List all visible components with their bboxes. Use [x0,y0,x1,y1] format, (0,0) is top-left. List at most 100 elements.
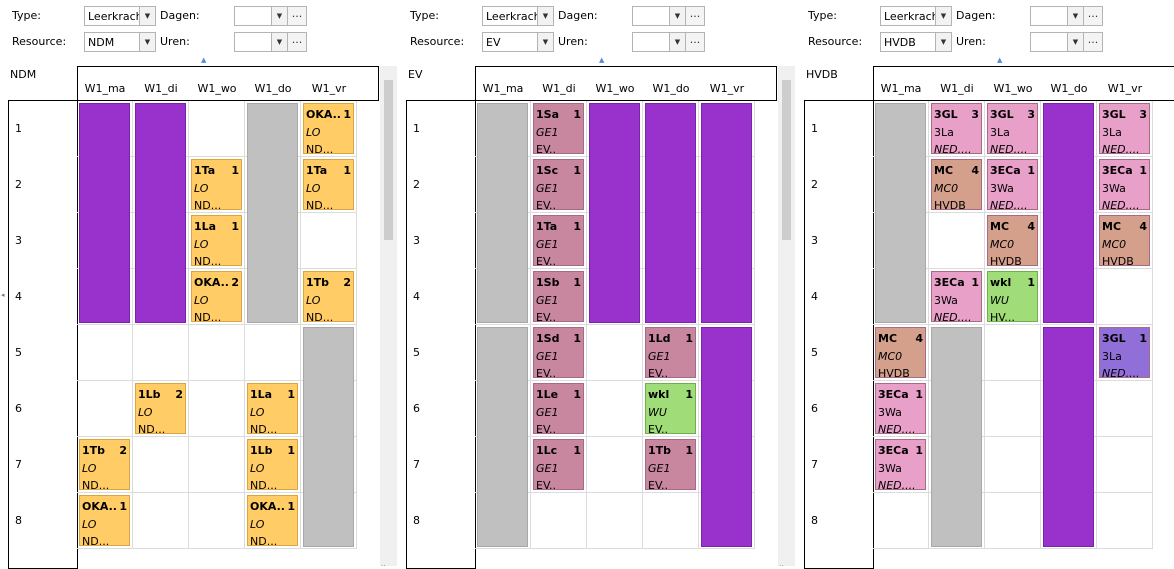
grid-cell[interactable] [1097,381,1153,437]
grid-cell[interactable] [643,325,699,381]
day-header[interactable]: W1_vr [709,82,745,95]
grid-cell[interactable] [873,493,929,549]
grid-cell[interactable] [1097,325,1153,381]
day-header[interactable]: W1_vr [1107,82,1143,95]
grid-cell[interactable] [985,381,1041,437]
lesson-card[interactable]: 1Ta 1 GE1 EV.. [533,215,584,266]
grid-cell[interactable] [1097,157,1153,213]
lesson-card[interactable]: OKA.. 1 LO ND... [247,495,298,546]
lesson-card[interactable]: 1Tb 1 GE1 EV.. [645,439,696,490]
grid-cell[interactable] [189,493,245,549]
grid-cell[interactable] [531,437,587,493]
lesson-card[interactable]: MC 4 MC0 HVDB [987,215,1038,266]
collapse-arrow-icon[interactable]: ◂ [1,291,5,299]
grid-cell[interactable] [245,493,301,549]
unavailable-block[interactable] [931,327,982,547]
chevron-down-icon[interactable]: ▼ [669,33,685,51]
day-header[interactable]: W1_vr [311,82,347,95]
grid-cell[interactable] [699,269,755,325]
grid-cell[interactable] [189,269,245,325]
grid-cell[interactable] [929,493,985,549]
lesson-card[interactable]: 3GL 3 3La NED.... [931,103,982,154]
grid-cell[interactable] [1097,213,1153,269]
day-header[interactable]: W1_di [940,82,974,95]
lesson-card[interactable]: 1Sa 1 GE1 EV.. [533,103,584,154]
uren-select[interactable]: ▼ [632,32,686,52]
grid-cell[interactable] [929,213,985,269]
chevron-down-icon[interactable]: ▼ [271,33,287,51]
lesson-card[interactable]: MC 4 MC0 HVDB [875,327,926,378]
grid-cell[interactable] [133,269,189,325]
lesson-card[interactable]: 1Tb 2 LO ND... [303,271,354,322]
lesson-card[interactable]: MC 4 MC0 HVDB [1099,215,1150,266]
grid-cell[interactable] [189,437,245,493]
day-header[interactable]: W1_wo [197,82,237,95]
grid-cell[interactable] [245,437,301,493]
blocked-block[interactable] [701,103,752,323]
lesson-card[interactable]: 3GL 3 3La NED.... [1099,103,1150,154]
lesson-card[interactable]: 3ECa 1 3Wa NED.... [1099,159,1150,210]
chevron-down-icon[interactable]: ▼ [935,7,951,25]
grid-cell[interactable] [587,381,643,437]
blocked-block[interactable] [135,103,186,323]
grid-cell[interactable] [1097,437,1153,493]
grid-cell[interactable] [189,213,245,269]
grid-cell[interactable] [587,493,643,549]
lesson-card[interactable]: 3ECa 1 3Wa NED.... [875,383,926,434]
grid-cell[interactable] [77,269,133,325]
grid-cell[interactable] [133,437,189,493]
day-header[interactable]: W1_wo [993,82,1033,95]
grid-cell[interactable] [929,269,985,325]
chevron-down-icon[interactable]: ▼ [139,33,155,51]
blocked-block[interactable] [79,103,130,323]
dagen-select[interactable]: ▼ [234,6,288,26]
grid-cell[interactable] [587,269,643,325]
unavailable-block[interactable] [303,327,354,547]
type-select[interactable]: Leerkrach ▼ [482,6,554,26]
uren-select[interactable]: ▼ [234,32,288,52]
grid-cell[interactable] [1041,493,1097,549]
lesson-card[interactable]: OKA.. 1 LO ND... [79,495,130,546]
grid-cell[interactable] [587,437,643,493]
lesson-card[interactable]: 1La 1 LO ND... [247,383,298,434]
grid-cell[interactable] [531,157,587,213]
blocked-block[interactable] [701,327,752,547]
blocked-block[interactable] [1043,327,1094,547]
grid-cell[interactable] [1041,269,1097,325]
chevron-down-icon[interactable]: ▼ [139,7,155,25]
lesson-card[interactable]: 1Lb 1 LO ND... [247,439,298,490]
unavailable-block[interactable] [875,103,926,323]
resource-select[interactable]: EV ▼ [482,32,554,52]
grid-cell[interactable] [245,269,301,325]
grid-cell[interactable] [643,269,699,325]
day-header[interactable]: W1_wo [595,82,635,95]
chevron-down-icon[interactable]: ▼ [271,7,287,25]
grid-cell[interactable] [929,157,985,213]
lesson-card[interactable]: MC 4 MC0 HVDB [931,159,982,210]
dagen-ellipsis-button[interactable]: ... [685,6,705,26]
grid-cell[interactable] [77,437,133,493]
dagen-select[interactable]: ▼ [632,6,686,26]
grid-cell[interactable] [301,213,357,269]
grid-cell[interactable] [531,493,587,549]
grid-cell[interactable] [531,213,587,269]
lesson-card[interactable]: 1Sc 1 GE1 EV.. [533,159,584,210]
chevron-down-icon[interactable]: ▼ [537,33,553,51]
uren-ellipsis-button[interactable]: ... [685,32,705,52]
grid-cell[interactable] [699,493,755,549]
blocked-block[interactable] [1043,103,1094,323]
uren-select[interactable]: ▼ [1030,32,1084,52]
grid-cell[interactable] [531,269,587,325]
grid-cell[interactable] [643,381,699,437]
grid-cell[interactable] [873,325,929,381]
blocked-block[interactable] [645,103,696,323]
lesson-card[interactable]: 3ECa 1 3Wa NED.... [987,159,1038,210]
day-header[interactable]: W1_ma [482,82,524,95]
grid-cell[interactable] [301,157,357,213]
resource-select[interactable]: NDM ▼ [84,32,156,52]
grid-cell[interactable] [643,437,699,493]
grid-cell[interactable] [985,269,1041,325]
day-header[interactable]: W1_do [1050,82,1088,95]
lesson-card[interactable]: 1Ld 1 GE1 EV.. [645,327,696,378]
grid-cell[interactable] [475,493,531,549]
